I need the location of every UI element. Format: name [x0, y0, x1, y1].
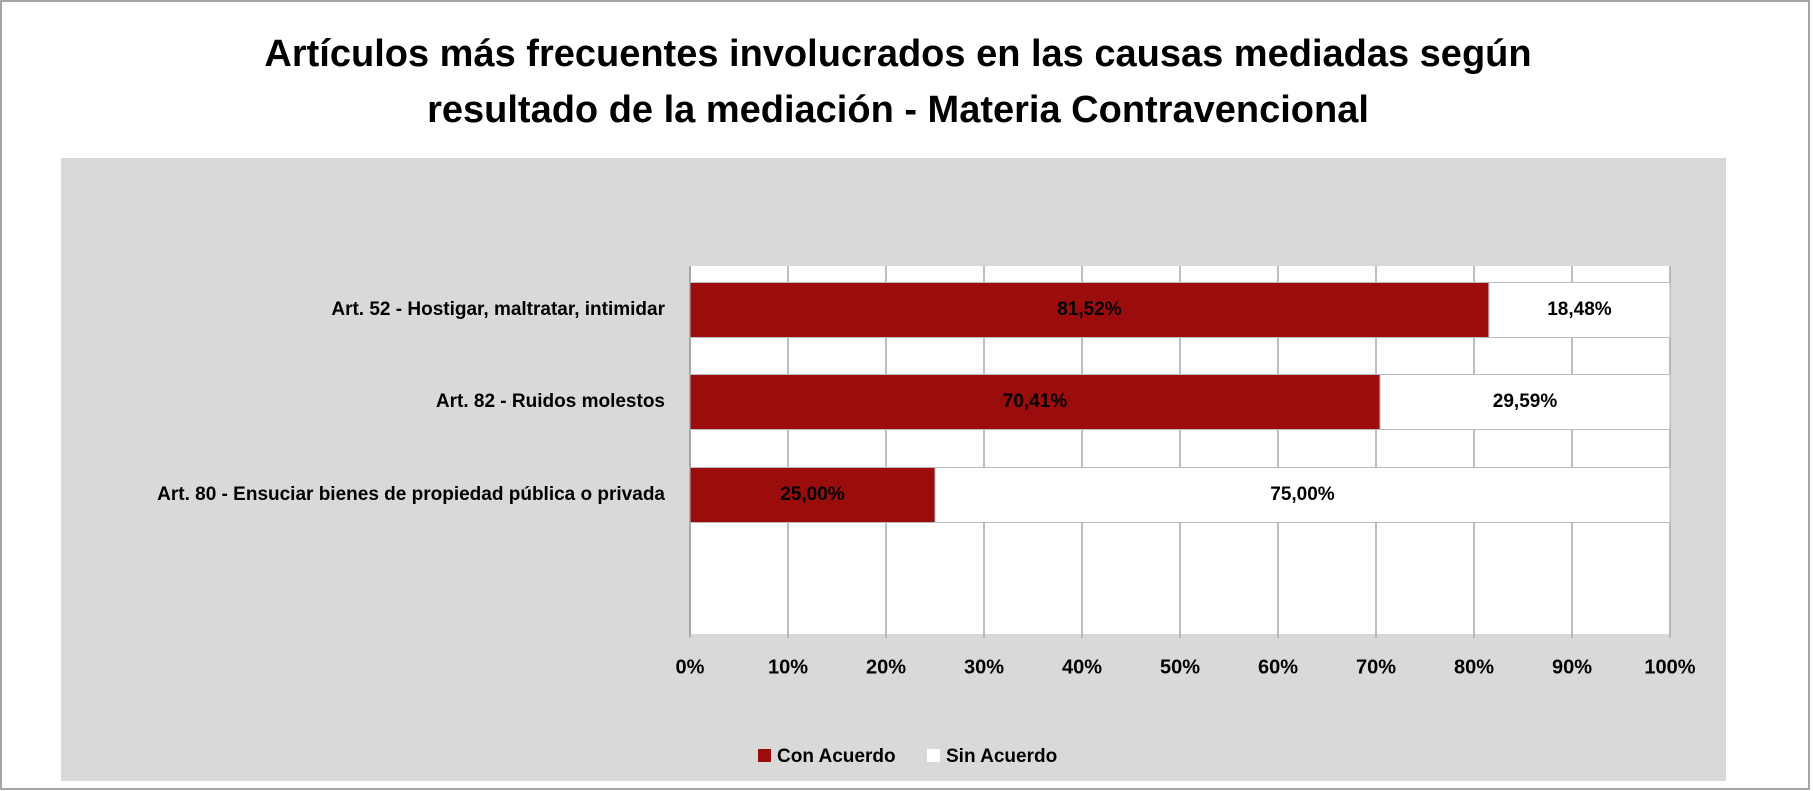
bar-segment [934, 467, 1671, 523]
category-label: Art. 82 - Ruidos molestos [436, 391, 665, 412]
bar-segment [689, 374, 1381, 430]
x-tick-label: 30% [964, 656, 1004, 678]
value-label: 70,41% [1003, 391, 1068, 412]
value-label: 29,59% [1493, 391, 1558, 412]
category-label: Art. 80 - Ensuciar bienes de propiedad p… [157, 484, 665, 505]
x-tick-label: 10% [768, 656, 808, 678]
value-label: 75,00% [1270, 484, 1335, 505]
value-label: 81,52% [1057, 299, 1122, 320]
value-label: 18,48% [1547, 299, 1612, 320]
x-tick-label: 60% [1258, 656, 1298, 678]
x-tick-label: 90% [1552, 656, 1592, 678]
chart-title: Artículos más frecuentes involucrados en… [264, 33, 1531, 75]
bar-segment [1488, 282, 1671, 338]
x-tick-label: 40% [1062, 656, 1102, 678]
x-tick-label: 50% [1160, 656, 1200, 678]
x-tick-label: 80% [1454, 656, 1494, 678]
legend-swatch [927, 749, 940, 762]
bar-segment [689, 282, 1490, 338]
x-tick-label: 70% [1356, 656, 1396, 678]
x-tick-label: 20% [866, 656, 906, 678]
bar-segment [1379, 374, 1671, 430]
value-label: 25,00% [780, 484, 845, 505]
legend-label: Sin Acuerdo [946, 746, 1057, 767]
bar-segment [689, 467, 936, 523]
legend-label: Con Acuerdo [777, 746, 896, 767]
x-tick-label: 100% [1644, 656, 1695, 678]
legend-swatch [758, 749, 771, 762]
x-tick-label: 0% [676, 656, 705, 678]
chart-title: resultado de la mediación - Materia Cont… [427, 89, 1369, 131]
category-label: Art. 52 - Hostigar, maltratar, intimidar [331, 299, 665, 320]
